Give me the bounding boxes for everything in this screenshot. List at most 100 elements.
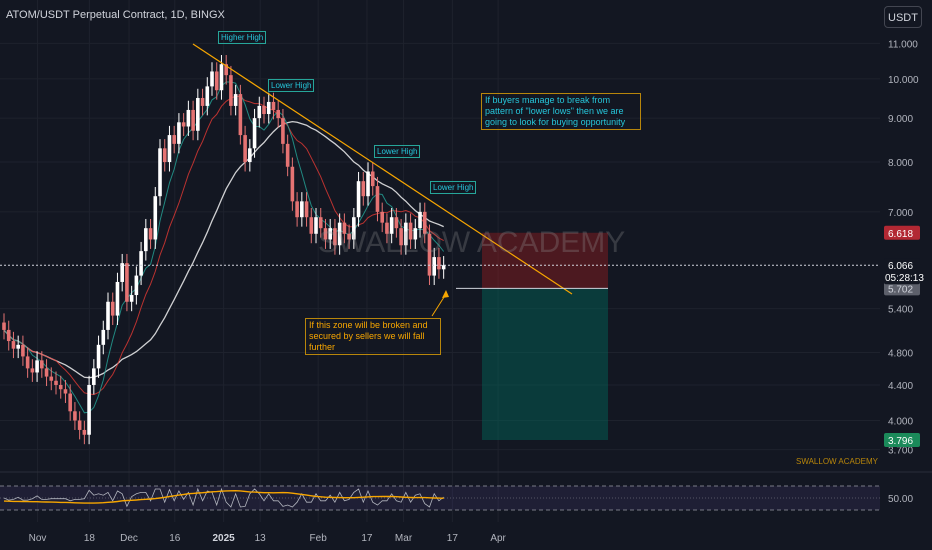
candle-body — [115, 281, 120, 316]
target-price-badge-bg — [884, 433, 920, 448]
y-tick-label: 11.000 — [888, 39, 918, 50]
x-tick-label: Dec — [120, 533, 138, 544]
candle-body — [233, 94, 238, 106]
current-price-badge: 6.066 — [888, 261, 913, 272]
candle-body — [101, 329, 106, 345]
y-tick-label: 4.400 — [888, 381, 913, 392]
candle-body — [427, 233, 432, 276]
x-tick-label: 17 — [361, 533, 373, 544]
sellers-note: If this zone will be broken and secured … — [305, 318, 441, 355]
candle-body — [200, 97, 205, 106]
candle-body — [25, 356, 30, 369]
candle-body — [309, 217, 314, 234]
candle-body — [399, 228, 403, 246]
watermark: SWALLOW ACADEMY — [318, 226, 626, 259]
descending-trendline — [192, 43, 573, 295]
candle-body — [92, 368, 96, 385]
candle-body — [337, 222, 342, 246]
candle-body — [162, 148, 167, 163]
candle-body — [404, 222, 408, 246]
candle-body — [54, 380, 58, 385]
x-tick-label: Nov — [29, 533, 47, 544]
candle-body — [11, 341, 16, 349]
currency-button[interactable]: USDT — [884, 6, 922, 28]
candle-body — [248, 148, 252, 163]
candle-body — [285, 143, 290, 167]
x-tick-label: Mar — [395, 533, 413, 544]
entry-price-badge: 5.702 — [888, 284, 913, 295]
lower-high-label-1: Lower High — [268, 79, 315, 92]
candle-body — [422, 211, 427, 234]
candle-body — [219, 64, 224, 91]
candle-body — [181, 122, 186, 127]
candle-body — [96, 344, 101, 369]
candle-body — [144, 228, 148, 252]
candle-body — [413, 228, 418, 240]
candle-body — [191, 109, 195, 131]
candle-body — [370, 171, 375, 187]
candle-body — [224, 64, 228, 76]
candle-body — [120, 263, 124, 282]
candle-body — [210, 71, 214, 87]
candle-body — [49, 376, 54, 381]
y-tick-label: 9.000 — [888, 114, 913, 125]
candle-body — [441, 265, 446, 270]
candle-body — [318, 217, 323, 229]
entry-price-badge-bg — [884, 281, 920, 296]
candle-body — [139, 251, 143, 276]
stop-price-badge-bg — [884, 225, 920, 240]
candle-body — [366, 171, 370, 197]
current-price-badge-bg — [884, 258, 920, 285]
candle-body — [257, 105, 262, 119]
candle-body — [30, 368, 35, 373]
x-tick-label: Feb — [310, 533, 328, 544]
candle-body — [134, 275, 139, 296]
y-tick-label: 8.000 — [888, 158, 913, 169]
stop-price-badge: 6.618 — [888, 229, 913, 240]
candle-body — [389, 217, 394, 234]
candle-body — [342, 222, 347, 234]
candle-body — [437, 257, 441, 270]
candle-body — [266, 101, 271, 115]
candle-body — [77, 420, 82, 430]
candle-body — [361, 181, 366, 197]
candle-body — [356, 181, 361, 218]
candle-body — [186, 109, 191, 127]
candle-body — [380, 211, 384, 223]
candle-body — [300, 201, 304, 218]
ma-slow-line — [3, 120, 444, 379]
x-tick-label: 18 — [84, 533, 96, 544]
candle-body — [172, 135, 176, 144]
y-tick-label: 10.000 — [888, 75, 919, 86]
candle-body — [44, 368, 49, 377]
candle-body — [2, 322, 6, 330]
candle-body — [129, 295, 134, 302]
candle-body — [281, 118, 285, 144]
take-profit-zone — [482, 288, 608, 441]
candle-body — [68, 393, 72, 412]
candle-body — [304, 201, 309, 218]
candle-body — [148, 228, 153, 240]
lower-high-label-3: Lower High — [430, 181, 477, 194]
x-tick-label: 2025 — [212, 533, 235, 544]
candle-body — [73, 411, 77, 421]
candle-body — [352, 217, 356, 240]
candle-body — [153, 196, 158, 240]
candle-body — [394, 217, 399, 229]
higher-high-label: Higher High — [218, 31, 267, 44]
oscillator-level-label: 50.00 — [888, 494, 913, 505]
candle-body — [6, 329, 11, 342]
candle-body — [87, 384, 91, 435]
candle-body — [58, 384, 63, 390]
lower-high-label-2: Lower High — [374, 145, 421, 158]
target-price-badge: 3.796 — [888, 436, 913, 447]
x-tick-label: 17 — [447, 533, 459, 544]
y-tick-label: 7.000 — [888, 208, 913, 219]
oscillator-signal — [3, 489, 444, 504]
candle-body — [262, 105, 266, 115]
brand-label: SWALLOW ACADEMY — [796, 457, 878, 466]
candle-body — [40, 360, 44, 369]
candle-body — [252, 118, 257, 149]
candle-body — [63, 389, 68, 394]
